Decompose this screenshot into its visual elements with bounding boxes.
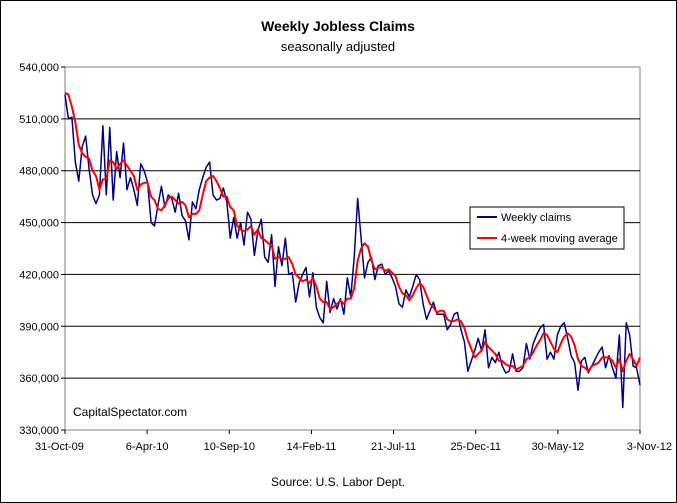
legend-box xyxy=(469,206,625,250)
series-line-weekly-claims xyxy=(64,94,641,409)
x-tick-label: 10-Sep-10 xyxy=(204,441,255,453)
x-axis: 31-Oct-09 6-Apr-10 10-Sep-10 14-Feb-11 21-Ju… xyxy=(35,430,672,453)
chart-title: Weekly Jobless Claims xyxy=(261,18,415,34)
series-line-4-week-moving-average xyxy=(64,92,641,373)
x-tick-label: 31-Oct-09 xyxy=(35,441,84,453)
y-tick-label: 360,000 xyxy=(19,373,59,385)
legend-label-4-week-moving-average: 4-week moving average xyxy=(501,233,618,245)
source-note: Source: U.S. Labor Dept. xyxy=(271,475,405,489)
watermark-annotation: CapitalSpectator.com xyxy=(73,405,187,419)
y-tick-label: 330,000 xyxy=(19,425,59,437)
y-tick-label: 510,000 xyxy=(19,114,59,126)
chart-subtitle: seasonally adjusted xyxy=(281,39,395,54)
x-tick-label: 3-Nov-12 xyxy=(627,441,672,453)
legend: Weekly claims 4-week moving average xyxy=(469,206,625,250)
x-tick-label: 30-May-12 xyxy=(532,441,585,453)
y-tick-label: 450,000 xyxy=(19,218,59,230)
x-tick-label: 14-Feb-11 xyxy=(286,441,336,453)
x-tick-label: 21-Jul-11 xyxy=(371,441,416,453)
x-tick-label: 6-Apr-10 xyxy=(126,441,169,453)
x-tick-label: 25-Dec-11 xyxy=(450,441,501,453)
y-tick-label: 480,000 xyxy=(19,166,59,178)
y-axis: 330,000 360,000 390,000 420,000 450,000 480,0… xyxy=(19,62,65,437)
y-tick-label: 540,000 xyxy=(19,62,59,74)
legend-label-weekly-claims: Weekly claims xyxy=(501,212,572,224)
y-tick-label: 420,000 xyxy=(19,269,59,281)
y-tick-label: 390,000 xyxy=(19,321,59,333)
